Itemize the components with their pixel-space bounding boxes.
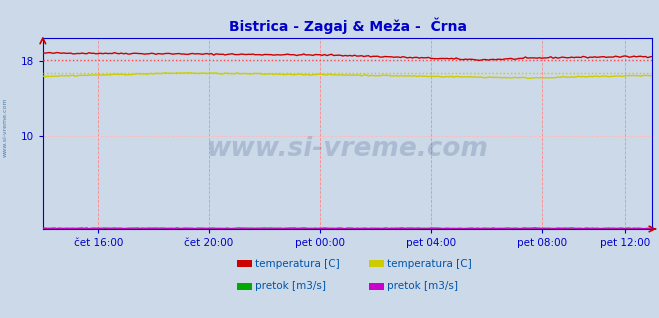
Text: pretok [m3/s]: pretok [m3/s] (387, 281, 458, 291)
Text: www.si-vreme.com: www.si-vreme.com (3, 97, 8, 157)
Text: temperatura [C]: temperatura [C] (387, 259, 472, 269)
Text: pretok [m3/s]: pretok [m3/s] (255, 281, 326, 291)
Text: www.si-vreme.com: www.si-vreme.com (207, 136, 488, 162)
Title: Bistrica - Zagaj & Meža -  Črna: Bistrica - Zagaj & Meža - Črna (229, 18, 467, 34)
Text: temperatura [C]: temperatura [C] (255, 259, 340, 269)
